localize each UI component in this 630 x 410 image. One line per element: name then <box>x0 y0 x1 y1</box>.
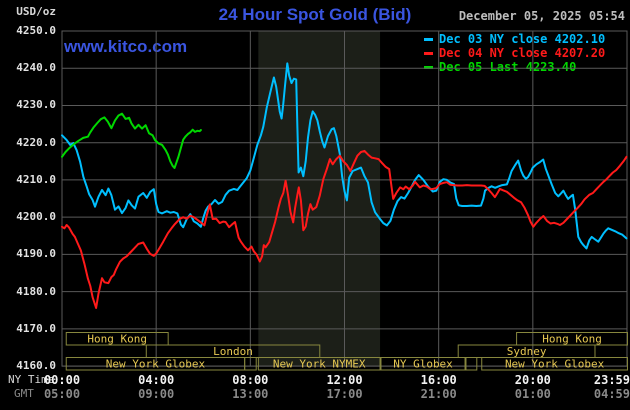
x-tick-label-ny: 04:00 <box>138 373 175 387</box>
session-label: New York Globex <box>505 358 605 371</box>
x-tick-label-gmt: 13:00 <box>232 387 269 401</box>
session-box <box>65 332 169 346</box>
legend-item-dec03: Dec 03 NY close 4202.10 <box>424 32 624 46</box>
y-tick-label: 4240.0 <box>16 61 56 75</box>
page-title: 24 Hour Spot Gold (Bid) <box>218 5 412 24</box>
legend: Dec 03 NY close 4202.10 Dec 04 NY close … <box>424 32 624 74</box>
session-box <box>244 357 257 371</box>
session-label: Hong Kong <box>87 333 147 346</box>
y-tick-label: 4220.0 <box>16 135 56 149</box>
y-tick-label: 4170.0 <box>16 321 56 335</box>
x-tick-label-gmt: 04:59 <box>593 387 630 401</box>
session-label: New York NYMEX <box>273 358 366 371</box>
x-axis-row-label-gmt: GMT <box>14 387 34 400</box>
legend-item-dec05: Dec 05 Last 4223.40 <box>424 60 624 74</box>
x-tick-label-gmt: 17:00 <box>326 387 363 401</box>
x-axis-row-label-nytime: NY Time <box>8 373 55 386</box>
x-tick-label-gmt: 01:00 <box>514 387 551 401</box>
plot-border <box>61 30 628 367</box>
x-tick-label-gmt: 09:00 <box>138 387 175 401</box>
x-tick-label-ny: 16:00 <box>420 373 457 387</box>
chart-timestamp: December 05, 2025 05:54 <box>458 9 625 23</box>
legend-item-dec04: Dec 04 NY close 4207.20 <box>424 46 624 60</box>
session-label: Sydney <box>507 345 547 358</box>
dec04-dash-icon <box>424 51 433 55</box>
session-label: New York Globex <box>106 358 206 371</box>
session-label: NY Globex <box>393 358 453 371</box>
x-tick-label-ny: 12:00 <box>326 373 363 387</box>
y-tick-label: 4190.0 <box>16 247 56 261</box>
y-axis-units-label: USD/oz <box>16 5 56 18</box>
dec-03-price-line <box>61 62 628 250</box>
dec03-dash-icon <box>424 37 433 41</box>
y-tick-label: 4200.0 <box>16 210 56 224</box>
session-label: Hong Kong <box>542 333 602 346</box>
y-tick-label: 4160.0 <box>16 359 56 373</box>
y-tick-label: 4250.0 <box>16 24 56 37</box>
x-tick-label-ny: 23:59 <box>593 373 630 387</box>
y-tick-label: 4180.0 <box>16 284 56 298</box>
y-tick-label: 4230.0 <box>16 98 56 112</box>
dec05-dash-icon <box>424 65 433 69</box>
x-tick-label-ny: 00:00 <box>43 373 81 387</box>
x-tick-label-ny: 20:00 <box>514 373 551 387</box>
session-label: London <box>213 345 253 358</box>
x-tick-label-gmt: 05:00 <box>43 387 81 401</box>
session-box <box>465 357 478 371</box>
session-box <box>380 357 466 371</box>
x-tick-label-ny: 08:00 <box>232 373 269 387</box>
session-box <box>257 357 381 371</box>
session-box <box>481 357 628 371</box>
y-tick-label: 4210.0 <box>16 172 56 186</box>
dec-04-price-line <box>61 149 628 309</box>
dec-05-price-line <box>61 112 202 169</box>
x-tick-label-gmt: 21:00 <box>420 387 457 401</box>
